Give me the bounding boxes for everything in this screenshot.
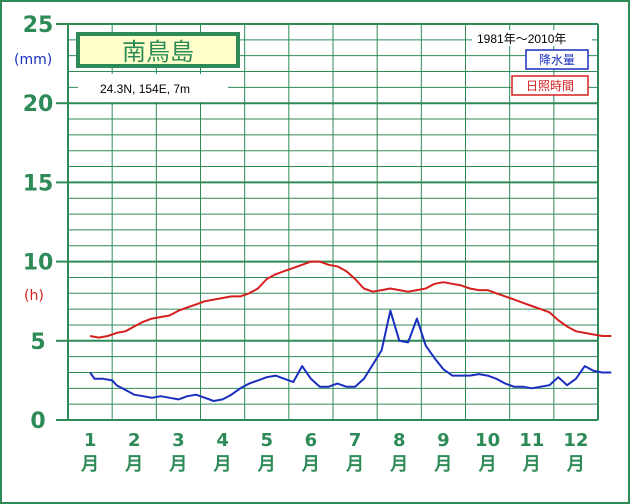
month-suffix-label: 月: [257, 454, 276, 475]
location-text: 24.3N, 154E, 7m: [100, 82, 190, 96]
y-tick-label: 5: [30, 330, 45, 355]
plot-area: [89, 260, 612, 402]
month-suffix-label: 月: [301, 454, 320, 475]
month-labels: 1 月 2 月 3 月 4 月 5 月 6 月 7 月 8 月 9 月 10 月 11 月 12 月: [80, 430, 588, 475]
month-suffix-label: 月: [433, 454, 452, 475]
period-text: 1981年～2010年: [477, 32, 566, 46]
period-box: [472, 30, 592, 46]
precip-series-line: [89, 309, 612, 402]
sunshine-series-line: [89, 260, 612, 339]
month-suffix-label: 月: [345, 454, 364, 475]
month-number-label: 10: [475, 430, 500, 451]
month-number-label: 6: [305, 430, 318, 451]
y-tick-label: 0: [30, 409, 45, 434]
month-suffix-label: 月: [124, 454, 143, 475]
month-number-label: 5: [260, 430, 273, 451]
month-number-label: 7: [349, 430, 362, 451]
month-suffix-label: 月: [80, 454, 99, 475]
month-suffix-label: 月: [168, 454, 187, 475]
title-box: [80, 36, 236, 64]
y-tick-label: 10: [23, 251, 54, 276]
precip-unit-label: (mm): [14, 52, 52, 68]
legend-sunshine-box: [511, 75, 589, 96]
legend-precip-label: 降水量: [539, 53, 575, 67]
sunshine-unit-label: (h): [24, 288, 44, 304]
month-number-label: 2: [128, 430, 141, 451]
month-number-label: 9: [437, 430, 450, 451]
month-suffix-label: 月: [566, 454, 585, 475]
location-box: [78, 74, 228, 102]
month-number-label: 12: [563, 430, 588, 451]
chart-title: 南鳥島: [122, 38, 194, 66]
month-suffix-label: 月: [478, 454, 497, 475]
month-number-label: 4: [216, 430, 229, 451]
y-tick-label: 25: [23, 13, 54, 38]
month-number-label: 1: [84, 430, 97, 451]
y-tick-labels: 0 5 10 15 20 25: [23, 13, 54, 434]
legend-sunshine-label: 日照時間: [526, 79, 574, 93]
month-number-label: 8: [393, 430, 406, 451]
month-suffix-label: 月: [522, 454, 541, 475]
legend-precip-box: [525, 49, 589, 70]
month-number-label: 11: [519, 430, 544, 451]
y-tick-label: 15: [23, 171, 54, 196]
month-number-label: 3: [172, 430, 185, 451]
month-suffix-label: 月: [389, 454, 408, 475]
month-suffix-label: 月: [213, 454, 232, 475]
y-tick-label: 20: [23, 92, 54, 117]
